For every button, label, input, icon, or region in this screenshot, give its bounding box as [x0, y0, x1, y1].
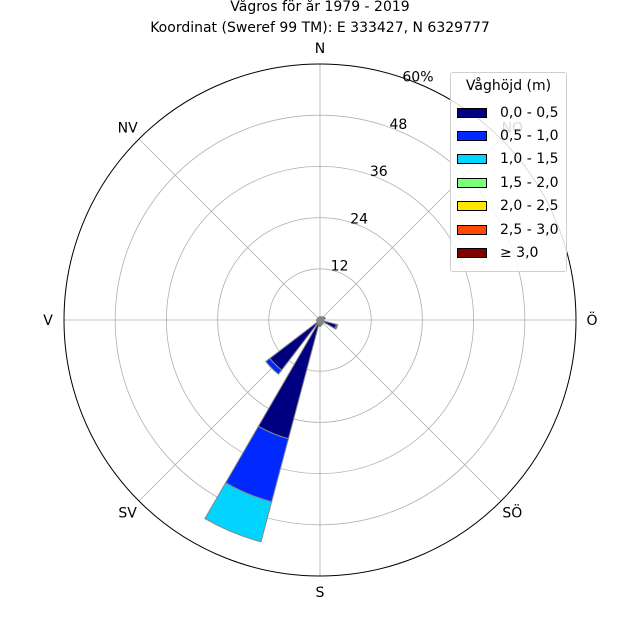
direction-label: V: [43, 313, 53, 329]
radial-tick-label: 24: [350, 211, 368, 227]
legend-item: ≥ 3,0: [457, 241, 560, 264]
radial-tick-label: 12: [331, 259, 349, 275]
legend-item: 0,5 - 1,0: [457, 124, 560, 147]
rose-bar-segment: [334, 323, 339, 330]
legend-items: 0,0 - 0,5 0,5 - 1,0 1,0 - 1,5 1,5 - 2,0 2,0 …: [457, 101, 560, 265]
radial-tick-labels: 12 24 36 48 60%: [331, 69, 434, 274]
radial-tick-label: 60%: [402, 69, 433, 85]
legend-label: 1,5 - 2,0: [500, 174, 559, 191]
legend-swatch: [457, 224, 487, 235]
legend-swatch: [457, 248, 487, 259]
direction-label: SÖ: [502, 503, 522, 521]
radial-tick-label: 36: [370, 164, 388, 180]
legend-swatch: [457, 154, 487, 165]
direction-label: SV: [118, 505, 137, 521]
legend-swatch: [457, 177, 487, 188]
grid-spoke-7: [138, 138, 321, 321]
direction-label: S: [316, 585, 325, 601]
legend-item: 0,0 - 0,5: [457, 101, 560, 124]
rose-bars: [204, 315, 339, 543]
legend-swatch: [457, 201, 487, 212]
legend-label: 2,5 - 3,0: [500, 221, 559, 238]
legend-title: Våghöjd (m): [465, 78, 552, 94]
legend-item: 2,5 - 3,0: [457, 218, 560, 241]
rose-bar-segment: [265, 357, 283, 375]
legend-label: 0,5 - 1,0: [500, 128, 559, 145]
rose-bar-segment: [317, 316, 321, 321]
legend-swatch: [457, 107, 487, 118]
direction-label: N: [315, 41, 325, 57]
legend-swatch: [457, 131, 487, 142]
rose-bar-segment: [257, 319, 321, 440]
grid-spoke-3: [319, 319, 502, 502]
rose-bar-segment: [204, 482, 273, 543]
legend-label: ≥ 3,0: [500, 245, 539, 262]
legend-item: 1,0 - 1,5: [457, 148, 560, 171]
legend-label: 2,0 - 2,5: [500, 198, 559, 215]
legend-label: 0,0 - 0,5: [500, 104, 559, 121]
outer-ring: [63, 63, 577, 577]
direction-label: NV: [118, 121, 138, 137]
legend-item: 1,5 - 2,0: [457, 171, 560, 194]
radial-tick-label: 48: [389, 117, 407, 133]
chart-subtitle: Koordinat (Sweref 99 TM): E 333427, N 63…: [150, 20, 490, 36]
chart-title: Vågros för år 1979 - 2019: [230, 0, 410, 15]
legend-label: 1,0 - 1,5: [500, 151, 559, 168]
legend-item: 2,0 - 2,5: [457, 195, 560, 218]
legend: Våghöjd (m) 0,0 - 0,5 0,5 - 1,0 1,0 - 1,5 1…: [450, 72, 567, 272]
direction-label: Ö: [586, 311, 597, 329]
